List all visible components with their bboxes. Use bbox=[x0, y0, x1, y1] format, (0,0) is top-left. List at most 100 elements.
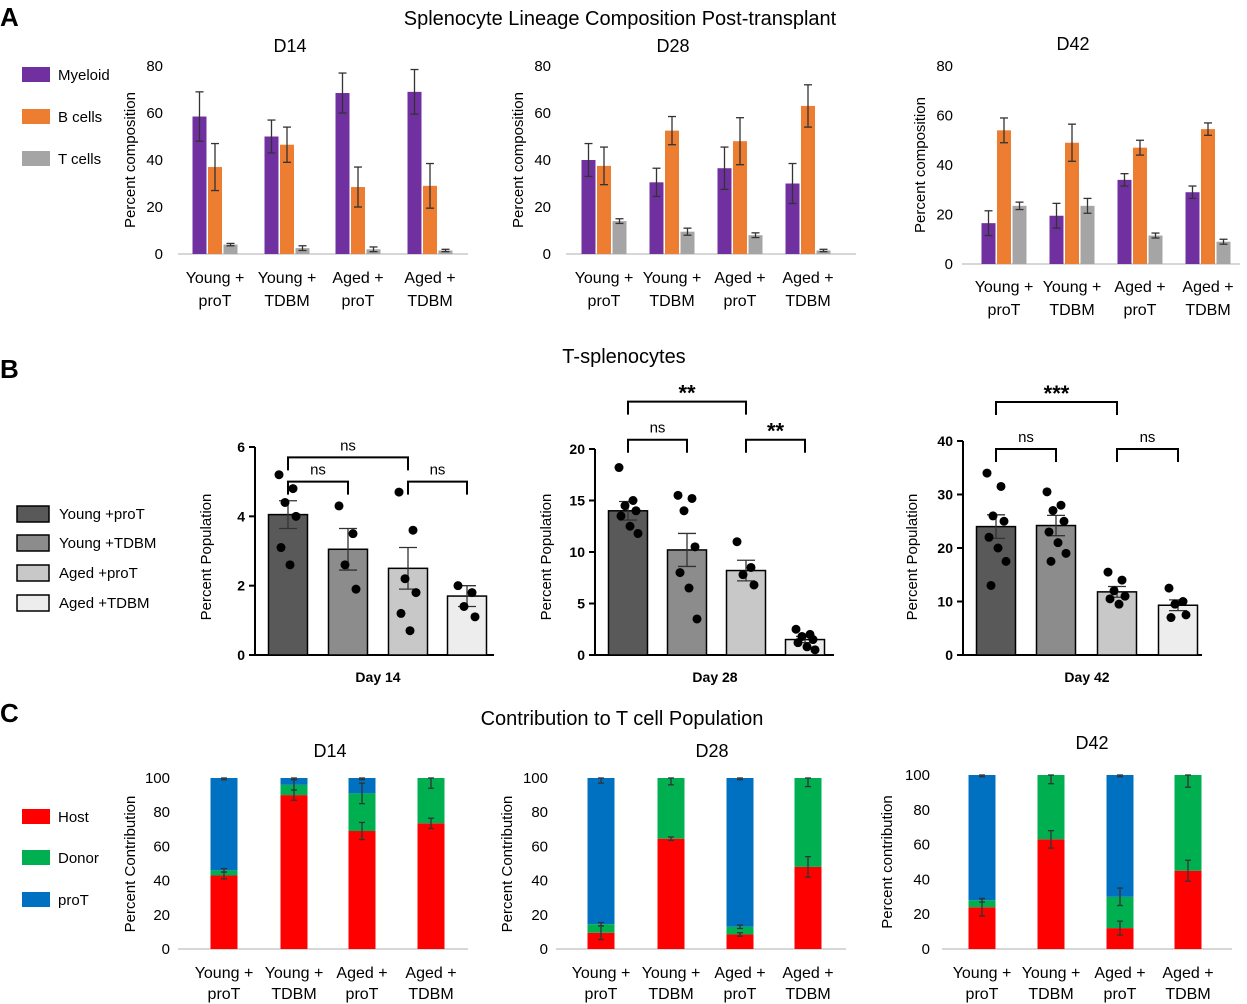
y-tick-label: 20 bbox=[534, 199, 551, 216]
data-point bbox=[633, 528, 643, 538]
bar-b-cells bbox=[1201, 129, 1215, 264]
y-tick-label: 100 bbox=[905, 767, 930, 784]
chart-title: D28 bbox=[656, 36, 689, 56]
data-point bbox=[999, 516, 1009, 526]
significance-bracket bbox=[407, 480, 468, 495]
legend-swatch-aged-prot bbox=[16, 564, 50, 582]
legend-label-myeloid: Myeloid bbox=[58, 67, 110, 84]
data-point bbox=[620, 501, 630, 511]
significance-label: ns bbox=[650, 420, 666, 437]
bar-b-cells bbox=[1065, 142, 1079, 264]
data-point bbox=[274, 470, 284, 480]
x-tick-label: proT bbox=[966, 986, 999, 1003]
data-point bbox=[1046, 556, 1056, 566]
data-point bbox=[996, 481, 1006, 491]
data-point bbox=[1164, 583, 1174, 593]
x-tick-label: Aged + bbox=[782, 965, 833, 982]
y-tick-label: 30 bbox=[937, 487, 953, 503]
bar-segment-prot bbox=[1106, 775, 1134, 897]
x-tick-label: proT bbox=[1124, 302, 1157, 319]
x-tick-label: Young + bbox=[1022, 965, 1081, 982]
chart-title: D42 bbox=[1075, 733, 1108, 753]
y-tick-label: 40 bbox=[153, 873, 170, 890]
bar-segment-host bbox=[587, 932, 615, 949]
bar-group bbox=[267, 513, 309, 656]
bar-b-cells bbox=[280, 144, 294, 254]
bar-myeloid bbox=[407, 91, 422, 254]
legend-swatch-host bbox=[22, 809, 50, 824]
legend-swatch-prot bbox=[22, 892, 50, 907]
x-tick-label: Aged + bbox=[714, 270, 765, 287]
data-point bbox=[1053, 538, 1063, 548]
y-tick-label: 0 bbox=[237, 647, 245, 663]
x-tick-label: Young + bbox=[186, 270, 245, 287]
x-tick-label: proT bbox=[346, 986, 379, 1003]
chart-c-d28: D28 0 20 40 60 80 100 Percent Contribution Young… bbox=[499, 741, 846, 1003]
y-tick-label: 80 bbox=[936, 58, 953, 75]
legend-label-young-prot: Young +proT bbox=[59, 506, 145, 523]
data-point bbox=[1120, 591, 1130, 601]
data-point bbox=[1103, 567, 1113, 577]
bar-segment-donor bbox=[1037, 775, 1065, 840]
significance-label: ** bbox=[767, 419, 785, 444]
panel-c-title: Contribution to T cell Population bbox=[481, 708, 764, 730]
y-tick-label: 100 bbox=[523, 770, 548, 787]
bar-t-cells bbox=[612, 221, 627, 254]
data-point bbox=[1042, 487, 1052, 497]
x-tick-label: proT bbox=[588, 293, 621, 310]
chart-title: D42 bbox=[1056, 34, 1089, 54]
x-tick-label: Young + bbox=[953, 965, 1012, 982]
bar-t-cells bbox=[748, 235, 763, 254]
significance-bracket bbox=[995, 448, 1057, 463]
data-point bbox=[793, 638, 803, 648]
legend-label-donor: Donor bbox=[58, 850, 99, 867]
significance-label: ns bbox=[310, 462, 326, 479]
data-point bbox=[280, 497, 290, 507]
data-point bbox=[1105, 594, 1115, 604]
legend-groups: Young +proT Young +TDBM Aged +proT Aged … bbox=[16, 505, 156, 612]
legend-source: Host Donor proT bbox=[22, 809, 99, 909]
y-tick-label: 0 bbox=[162, 941, 170, 958]
data-point bbox=[291, 511, 301, 521]
bar-t-cells bbox=[1216, 241, 1231, 264]
x-tick-label: Young + bbox=[258, 270, 317, 287]
y-tick-label: 100 bbox=[145, 770, 170, 787]
bar-t-cells bbox=[1080, 205, 1095, 264]
y-tick-label: 80 bbox=[534, 58, 551, 75]
data-point bbox=[738, 570, 748, 580]
legend-swatch-young-tdbm bbox=[16, 534, 50, 552]
chart-title: D14 bbox=[313, 741, 346, 761]
bar-segment-host bbox=[417, 823, 445, 949]
chart-title: D28 bbox=[695, 741, 728, 761]
bar-myeloid bbox=[649, 182, 664, 254]
y-tick-label: 60 bbox=[913, 837, 930, 854]
y-tick-label: 40 bbox=[534, 152, 551, 169]
significance-label: ns bbox=[430, 462, 446, 479]
data-point bbox=[1109, 586, 1119, 596]
y-axis-label: Percent contribution bbox=[879, 795, 896, 928]
bar-myeloid bbox=[264, 136, 279, 254]
data-point bbox=[1114, 599, 1124, 609]
y-tick-label: 80 bbox=[531, 804, 548, 821]
data-point bbox=[405, 626, 415, 636]
data-point bbox=[1166, 613, 1176, 623]
x-tick-label: proT bbox=[1104, 986, 1137, 1003]
data-point bbox=[628, 496, 638, 505]
x-tick-label: TDBM bbox=[1028, 986, 1073, 1003]
y-tick-label: 10 bbox=[937, 594, 953, 610]
x-tick-label: Young + bbox=[195, 965, 254, 982]
bar-segment-host bbox=[1037, 839, 1065, 949]
data-point bbox=[675, 568, 685, 578]
data-point bbox=[1178, 597, 1188, 606]
bar-b-cells bbox=[801, 105, 815, 254]
legend-swatch-b-cells bbox=[22, 109, 50, 124]
legend-swatch-aged-tdbm bbox=[16, 594, 50, 612]
legend-label-t-cells: T cells bbox=[58, 151, 101, 168]
data-point bbox=[470, 612, 480, 622]
bar-b-cells bbox=[733, 141, 747, 254]
significance-label: ** bbox=[678, 381, 696, 406]
bar-b-cells bbox=[1133, 147, 1147, 264]
x-tick-label: TDBM bbox=[1165, 986, 1210, 1003]
data-point bbox=[986, 580, 996, 590]
x-tick-label: Young + bbox=[575, 270, 634, 287]
